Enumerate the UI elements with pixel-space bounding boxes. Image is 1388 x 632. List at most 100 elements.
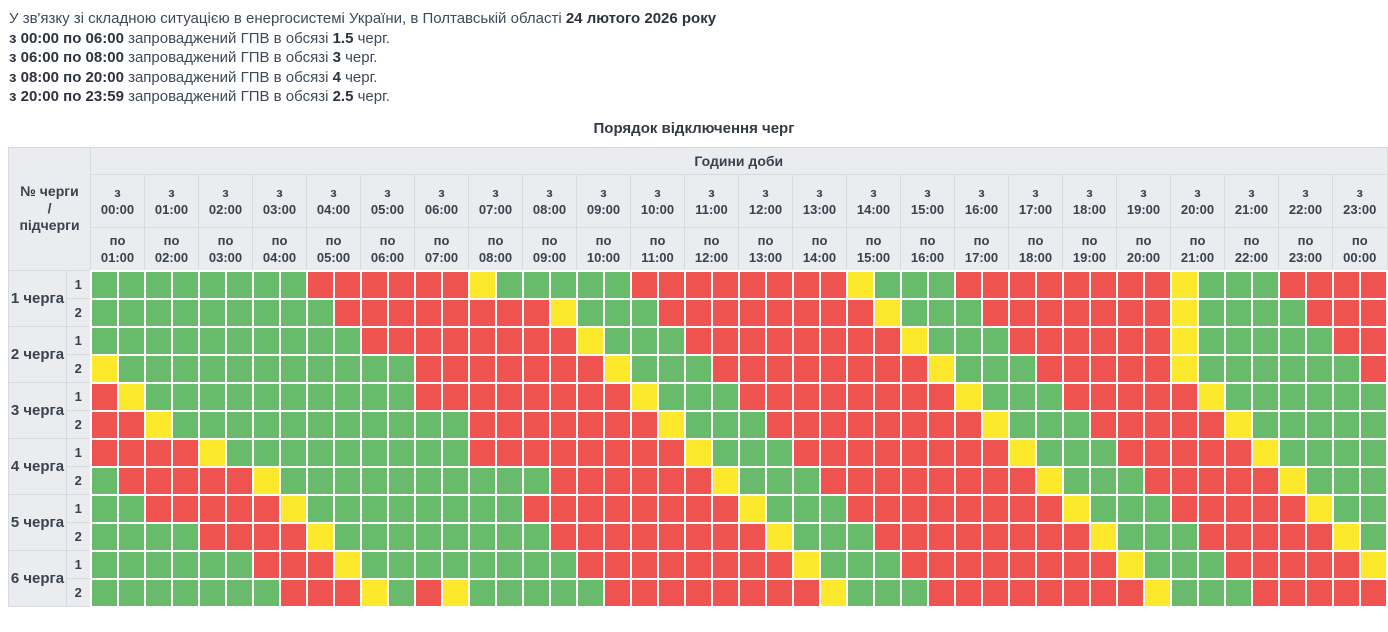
- slot-power-on: [575, 577, 605, 608]
- slot-power-on: [710, 409, 740, 440]
- slot-power-on: [1277, 353, 1307, 384]
- slot-power-off: [1331, 577, 1361, 608]
- hour-to-header: по 02:00: [144, 226, 200, 271]
- slot-power-on: [494, 465, 524, 496]
- slot-power-on: [224, 297, 254, 328]
- hour-to-header: по 19:00: [1062, 226, 1118, 271]
- hour-from-header: з 22:00: [1278, 173, 1334, 228]
- slot-power-off: [737, 325, 767, 356]
- slot-possible-outage: [116, 381, 146, 412]
- slot-power-on: [1115, 521, 1145, 552]
- slot-power-off: [980, 465, 1010, 496]
- slot-power-off: [170, 437, 200, 468]
- slot-power-off: [521, 409, 551, 440]
- slot-power-off: [575, 437, 605, 468]
- slot-power-on: [1331, 409, 1361, 440]
- slot-power-on: [494, 549, 524, 580]
- slot-power-off: [197, 521, 227, 552]
- slot-power-off: [683, 465, 713, 496]
- slot-power-off: [1331, 269, 1361, 300]
- slot-power-off: [170, 465, 200, 496]
- slot-power-off: [1115, 409, 1145, 440]
- intro-line: з 20:00 по 23:59 запроваджений ГПВ в обс…: [9, 87, 1388, 107]
- hour-to-header: по 10:00: [576, 226, 632, 271]
- slot-power-off: [251, 549, 281, 580]
- slot-power-off: [1088, 353, 1118, 384]
- slot-power-off: [1250, 493, 1280, 524]
- slot-power-on: [89, 297, 119, 328]
- slot-power-off: [899, 493, 929, 524]
- slot-power-off: [1196, 437, 1226, 468]
- slot-power-off: [521, 437, 551, 468]
- slot-power-off: [737, 381, 767, 412]
- slot-power-on: [278, 437, 308, 468]
- schedule-row: 2: [9, 577, 1388, 608]
- hour-to-header: по 22:00: [1224, 226, 1280, 271]
- slot-power-off: [926, 493, 956, 524]
- hour-from-header: з 01:00: [144, 173, 200, 228]
- slot-power-on: [737, 409, 767, 440]
- slot-power-off: [1061, 577, 1091, 608]
- slot-power-off: [1115, 381, 1145, 412]
- slot-power-off: [656, 465, 686, 496]
- schedule-row: 1 черга 1: [8, 269, 1388, 327]
- slot-possible-outage: [1223, 409, 1253, 440]
- slot-power-on: [521, 577, 551, 608]
- slot-power-off: [467, 353, 497, 384]
- slot-power-on: [1223, 577, 1253, 608]
- slot-power-on: [251, 325, 281, 356]
- slot-power-on: [386, 409, 416, 440]
- slot-power-on: [1061, 409, 1091, 440]
- slot-power-off: [467, 437, 497, 468]
- slot-power-off: [791, 409, 821, 440]
- slot-power-on: [548, 269, 578, 300]
- slot-power-off: [548, 521, 578, 552]
- slot-power-off: [1007, 269, 1037, 300]
- slot-power-off: [548, 325, 578, 356]
- slot-power-off: [1088, 549, 1118, 580]
- intro-text-segment: У зв'язку зі складною ситуацією в енерго…: [9, 10, 566, 27]
- slot-possible-outage: [1169, 297, 1199, 328]
- slot-power-on: [764, 465, 794, 496]
- slot-power-off: [980, 269, 1010, 300]
- slot-power-off: [1304, 269, 1334, 300]
- slot-power-off: [872, 465, 902, 496]
- slot-power-off: [602, 493, 632, 524]
- slot-power-off: [1142, 297, 1172, 328]
- slot-power-off: [602, 577, 632, 608]
- slot-power-on: [1250, 409, 1280, 440]
- slot-power-off: [575, 493, 605, 524]
- slot-power-off: [494, 437, 524, 468]
- slot-power-off: [1169, 437, 1199, 468]
- hour-to-header: по 21:00: [1170, 226, 1226, 271]
- slot-power-off: [251, 493, 281, 524]
- slot-power-on: [710, 437, 740, 468]
- slot-power-on: [656, 353, 686, 384]
- slot-power-off: [251, 521, 281, 552]
- slot-power-on: [170, 269, 200, 300]
- hour-to-header: по 00:00: [1332, 226, 1388, 271]
- slot-power-on: [1304, 465, 1334, 496]
- slot-power-on: [89, 521, 119, 552]
- slot-power-off: [818, 269, 848, 300]
- slot-power-on: [386, 493, 416, 524]
- slot-power-off: [548, 493, 578, 524]
- slot-possible-outage: [305, 521, 335, 552]
- chart-title: Порядок відключення черг: [593, 119, 795, 137]
- slot-power-off: [1142, 269, 1172, 300]
- slot-power-off: [1358, 577, 1388, 608]
- hour-to-row: по 01:00 по 02:00 по 03:00 по 04:00 по 05:00 по 06:…: [9, 226, 1388, 271]
- slot-power-on: [1277, 437, 1307, 468]
- slot-power-on: [575, 269, 605, 300]
- slot-possible-outage: [791, 549, 821, 580]
- slot-power-on: [1223, 297, 1253, 328]
- slot-power-on: [1304, 353, 1334, 384]
- slot-power-on: [1277, 409, 1307, 440]
- slot-power-off: [1115, 353, 1145, 384]
- slot-power-off: [683, 297, 713, 328]
- intro-text-segment: запроваджений ГПВ в обсязі: [123, 29, 333, 47]
- slot-power-on: [143, 381, 173, 412]
- slot-power-on: [197, 297, 227, 328]
- slot-power-on: [332, 409, 362, 440]
- slot-possible-outage: [953, 381, 983, 412]
